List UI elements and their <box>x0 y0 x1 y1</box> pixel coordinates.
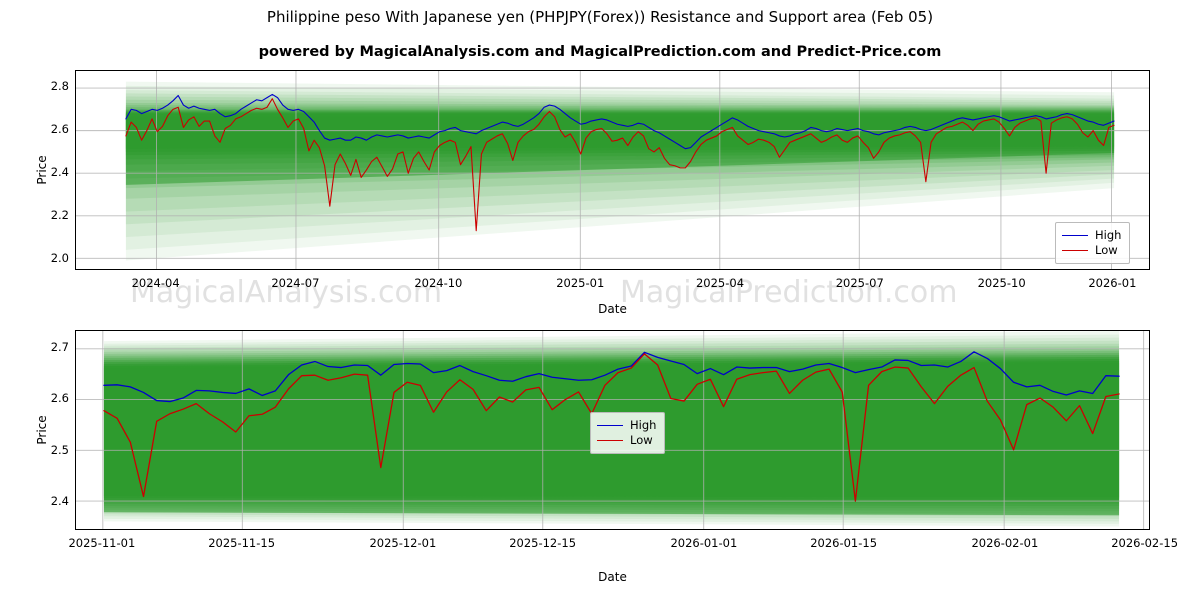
bottom-chart-xaxis-label: Date <box>598 570 627 584</box>
x-tick-label: 2025-11-01 <box>68 536 136 550</box>
y-tick-label: 2.2 <box>50 208 69 223</box>
y-tick-label: 2.4 <box>50 165 69 180</box>
legend-swatch-low-2 <box>597 440 623 441</box>
legend-label-high: High <box>1095 228 1122 242</box>
chart-title: Philippine peso With Japanese yen (PHPJP… <box>266 8 934 26</box>
x-tick-label: 2025-07 <box>835 276 884 290</box>
y-tick-label: 2.6 <box>50 391 69 406</box>
legend-label-low: Low <box>1095 243 1118 257</box>
legend-item-high: High <box>1062 228 1121 243</box>
y-tick-label: 2.5 <box>50 442 69 457</box>
x-tick-label: 2025-01 <box>556 276 605 290</box>
x-tick-label: 2025-04 <box>695 276 745 290</box>
x-tick-label: 2026-01 <box>1088 276 1137 290</box>
legend-item-low: Low <box>1062 243 1121 258</box>
x-tick-label: 2026-02-01 <box>971 536 1039 550</box>
x-tick-label: 2025-12-15 <box>509 536 577 550</box>
chart-subtitle: powered by MagicalAnalysis.com and Magic… <box>258 44 942 60</box>
legend-item-high-2: High <box>597 418 656 433</box>
x-tick-label: 2025-11-15 <box>208 536 276 550</box>
top-chart-plot <box>76 71 1149 269</box>
x-tick-label: 2025-12-01 <box>369 536 437 550</box>
legend-swatch-high-2 <box>597 425 623 426</box>
x-tick-label: 2026-01-15 <box>810 536 878 550</box>
bottom-chart-legend: High Low <box>590 412 666 454</box>
y-tick-label: 2.4 <box>50 493 69 508</box>
y-tick-label: 2.8 <box>50 79 69 94</box>
y-tick-label: 2.7 <box>50 339 69 354</box>
y-tick-label: 2.6 <box>50 122 69 137</box>
x-tick-label: 2026-01-01 <box>670 536 738 550</box>
top-chart-xaxis-label: Date <box>598 302 627 316</box>
x-tick-label: 2026-02-15 <box>1111 536 1179 550</box>
x-tick-label: 2024-10 <box>414 276 463 290</box>
legend-label-high-2: High <box>630 418 657 432</box>
x-tick-label: 2024-04 <box>131 276 180 290</box>
legend-swatch-low <box>1062 250 1088 251</box>
legend-label-low-2: Low <box>630 433 653 447</box>
y-tick-label: 2.0 <box>50 251 69 266</box>
x-tick-label: 2024-07 <box>271 276 320 290</box>
top-chart-panel <box>75 70 1150 270</box>
x-tick-label: 2025-10 <box>977 276 1026 290</box>
top-chart-legend: High Low <box>1055 222 1131 264</box>
legend-item-low-2: Low <box>597 433 656 448</box>
top-chart-yaxis-label: Price <box>35 155 49 185</box>
bottom-chart-yaxis-label: Price <box>35 415 49 445</box>
legend-swatch-high <box>1062 235 1088 236</box>
